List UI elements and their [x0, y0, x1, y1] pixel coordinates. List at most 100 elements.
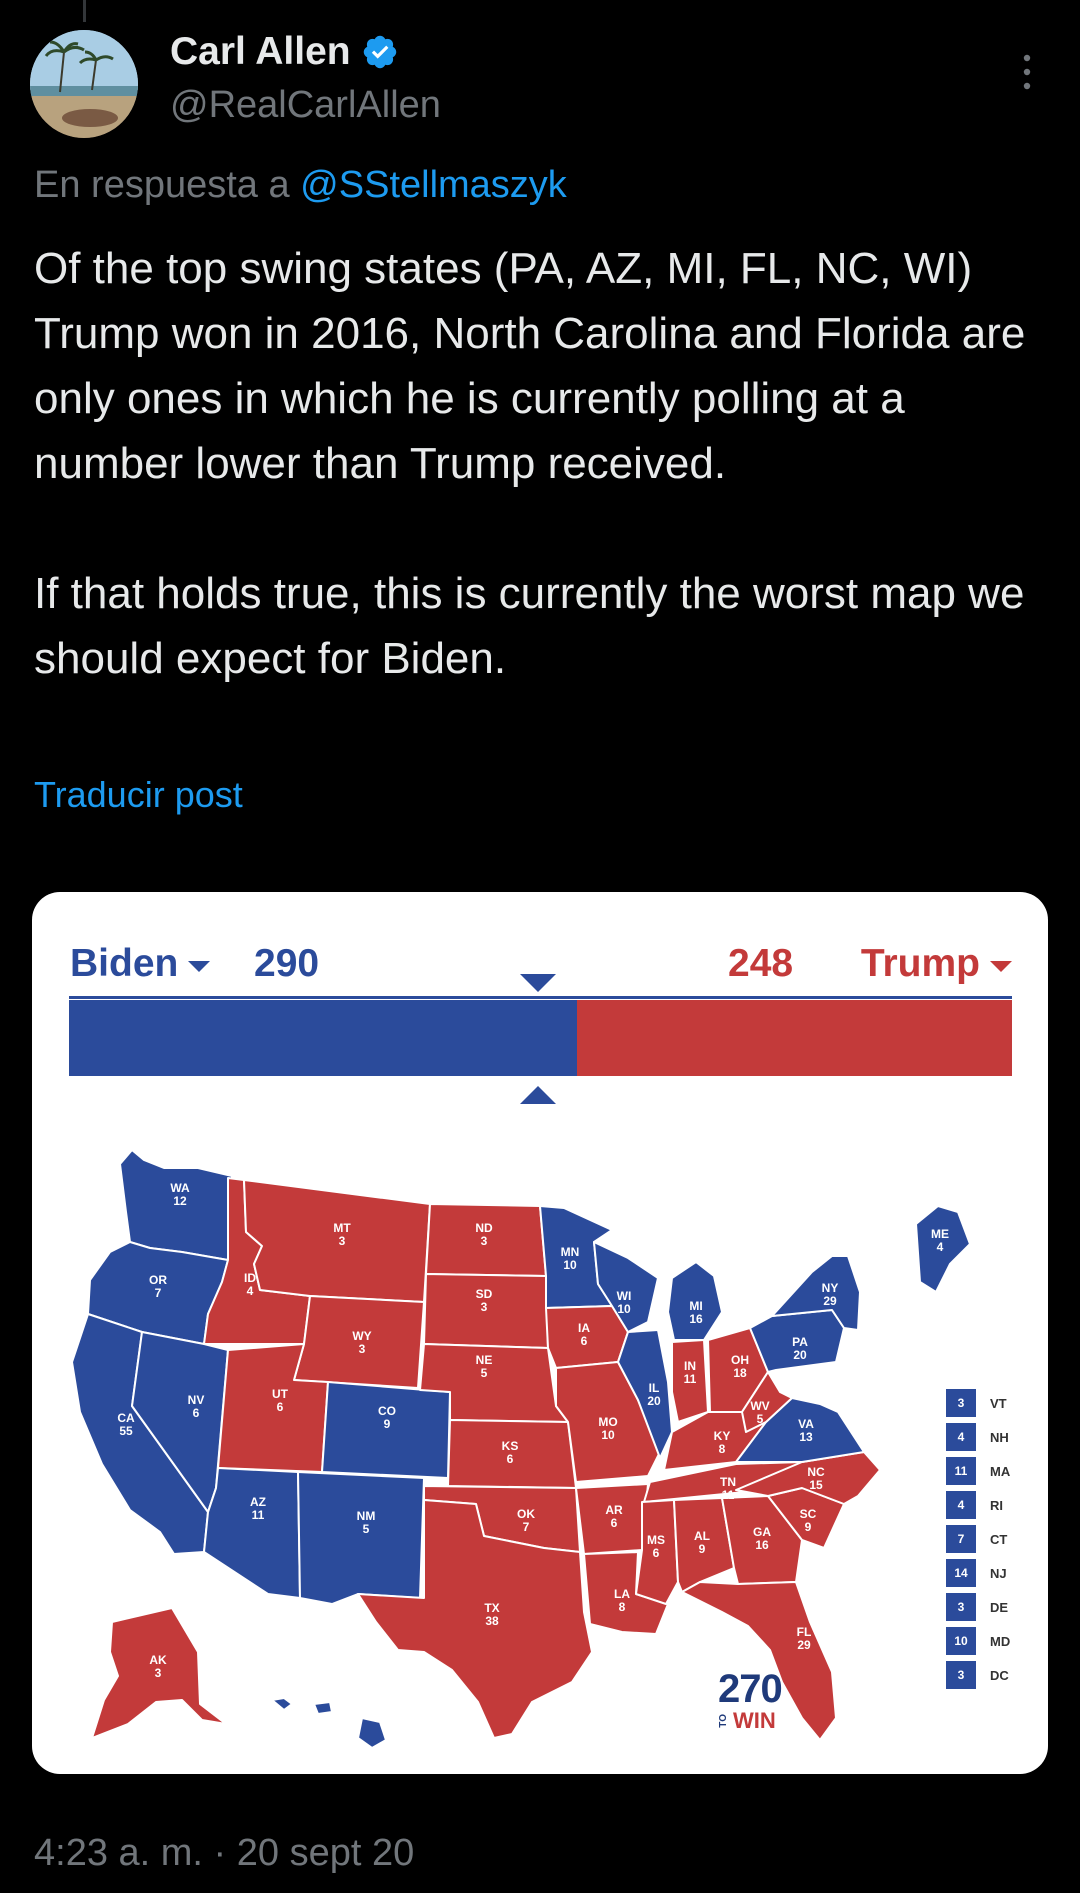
- small-state-md: 10 MD: [946, 1624, 1010, 1658]
- state-ev-mn: 10: [563, 1258, 577, 1272]
- state-ny: [771, 1255, 861, 1331]
- state-ev-nm: 5: [363, 1522, 370, 1536]
- state-ev-ky: 8: [719, 1442, 726, 1456]
- state-label-fl: FL: [797, 1625, 812, 1639]
- tweet-text: Of the top swing states (PA, AZ, MI, FL,…: [34, 244, 1026, 683]
- right-candidate: Trump: [861, 942, 1012, 986]
- author-name[interactable]: Carl Allen: [170, 30, 399, 74]
- state-ev-ia: 6: [581, 1334, 588, 1348]
- bar-segment-trump: [577, 1000, 1012, 1076]
- avatar[interactable]: [30, 30, 138, 138]
- state-ev-in: 11: [684, 1372, 697, 1386]
- state-ev-oh: 18: [733, 1366, 747, 1380]
- small-state-ma: 11 MA: [946, 1454, 1010, 1488]
- state-label-il: IL: [649, 1381, 660, 1395]
- small-state-de: 3 DE: [946, 1590, 1010, 1624]
- state-ev-mi: 16: [689, 1312, 703, 1326]
- state-ev-wy: 3: [359, 1342, 366, 1356]
- state-ev-ak: 3: [155, 1666, 162, 1680]
- state-label-wv: WV: [750, 1399, 769, 1413]
- avatar-palm-beach-icon: [30, 30, 138, 138]
- left-candidate-votes: 290: [254, 942, 320, 985]
- state-ev-hi: 4: [347, 1742, 354, 1756]
- state-label-mt: MT: [333, 1221, 351, 1235]
- right-candidate-votes: 248: [728, 942, 794, 985]
- state-me: [915, 1205, 971, 1293]
- state-ev-ca: 55: [119, 1424, 133, 1438]
- state-label-in: IN: [684, 1359, 696, 1373]
- state-az: [203, 1467, 301, 1599]
- state-label-wy: WY: [352, 1329, 371, 1343]
- reply-mention-link[interactable]: @SStellmaszyk: [300, 164, 567, 206]
- state-ev-wa: 12: [173, 1194, 187, 1208]
- state-ev-mt: 3: [339, 1234, 346, 1248]
- caret-down-icon: [188, 960, 211, 972]
- left-candidate-name: Biden: [70, 942, 179, 985]
- small-state-ev-box: 3: [946, 1593, 976, 1621]
- state-in: [671, 1339, 709, 1423]
- small-state-ev-box: 4: [946, 1423, 976, 1451]
- small-state-ev-box: 3: [946, 1661, 976, 1689]
- electoral-vote-bar: [69, 1000, 1012, 1076]
- state-label-nc: NC: [807, 1465, 825, 1479]
- small-state-ct: 7 CT: [946, 1522, 1010, 1556]
- state-ev-fl: 29: [797, 1638, 811, 1652]
- state-ev-va: 13: [799, 1430, 813, 1444]
- electoral-map-image[interactable]: Biden 290 248 Trump WA 12 OR 7 CA 55 NV 6 ID 4 MT 3…: [32, 892, 1048, 1774]
- state-ev-nd: 3: [481, 1234, 488, 1248]
- state-la: [583, 1551, 669, 1635]
- small-state-name: MA: [990, 1463, 1011, 1479]
- state-ev-nc: 15: [809, 1478, 823, 1492]
- reply-prefix: En respuesta a: [34, 164, 290, 206]
- state-ev-la: 8: [619, 1600, 626, 1614]
- bar-segment-biden: [69, 1000, 578, 1076]
- small-state-ev-box: 4: [946, 1491, 976, 1519]
- state-label-id: ID: [244, 1271, 256, 1285]
- state-label-me: ME: [931, 1227, 949, 1241]
- state-label-mn: MN: [561, 1245, 580, 1259]
- state-il: [617, 1329, 673, 1459]
- 270towin-logo: 270 TO WIN: [718, 1669, 783, 1732]
- state-label-ar: AR: [605, 1503, 623, 1517]
- state-wi: [593, 1241, 659, 1333]
- translate-post-link[interactable]: Traducir post: [34, 774, 243, 815]
- state-nm: [297, 1471, 425, 1605]
- more-options-icon[interactable]: [1016, 52, 1038, 92]
- small-state-name: VT: [990, 1395, 1007, 1411]
- small-state-name: DC: [990, 1667, 1009, 1683]
- small-state-name: NH: [990, 1429, 1009, 1445]
- state-label-or: OR: [149, 1273, 167, 1287]
- state-label-sd: SD: [476, 1287, 493, 1301]
- right-candidate-name: Trump: [860, 942, 980, 985]
- state-ev-ut: 6: [277, 1400, 284, 1414]
- state-label-ms: MS: [647, 1533, 665, 1547]
- verified-badge-icon: [363, 35, 396, 69]
- state-label-ca: CA: [117, 1411, 135, 1425]
- small-state-name: NJ: [990, 1565, 1007, 1581]
- tweet-timestamp[interactable]: 4:23 a. m. · 20 sept 20: [34, 1832, 415, 1874]
- state-ev-ar: 6: [611, 1516, 618, 1530]
- thread-connector-line: [83, 0, 86, 22]
- state-ev-wi: 10: [617, 1302, 631, 1316]
- state-ev-al: 9: [699, 1542, 706, 1556]
- state-ev-co: 9: [384, 1417, 391, 1431]
- caret-down-icon: [990, 960, 1012, 972]
- author-name-text[interactable]: Carl Allen: [170, 30, 351, 73]
- state-ev-id: 4: [247, 1284, 254, 1298]
- state-ev-me: 4: [937, 1240, 944, 1254]
- state-label-ne: NE: [476, 1353, 493, 1367]
- small-state-nh: 4 NH: [946, 1420, 1010, 1454]
- author-handle[interactable]: @RealCarlAllen: [170, 84, 441, 126]
- state-ev-pa: 20: [793, 1348, 807, 1362]
- state-fl: [681, 1581, 837, 1741]
- small-state-nj: 14 NJ: [946, 1556, 1010, 1590]
- state-label-nv: NV: [188, 1393, 205, 1407]
- state-ev-mo: 10: [601, 1428, 615, 1442]
- state-label-ok: OK: [517, 1507, 535, 1521]
- state-ev-nv: 6: [193, 1406, 200, 1420]
- state-label-ny: NY: [822, 1281, 839, 1295]
- state-ev-sd: 3: [481, 1300, 488, 1314]
- state-va: [735, 1397, 865, 1463]
- small-state-ev-box: 3: [946, 1389, 976, 1417]
